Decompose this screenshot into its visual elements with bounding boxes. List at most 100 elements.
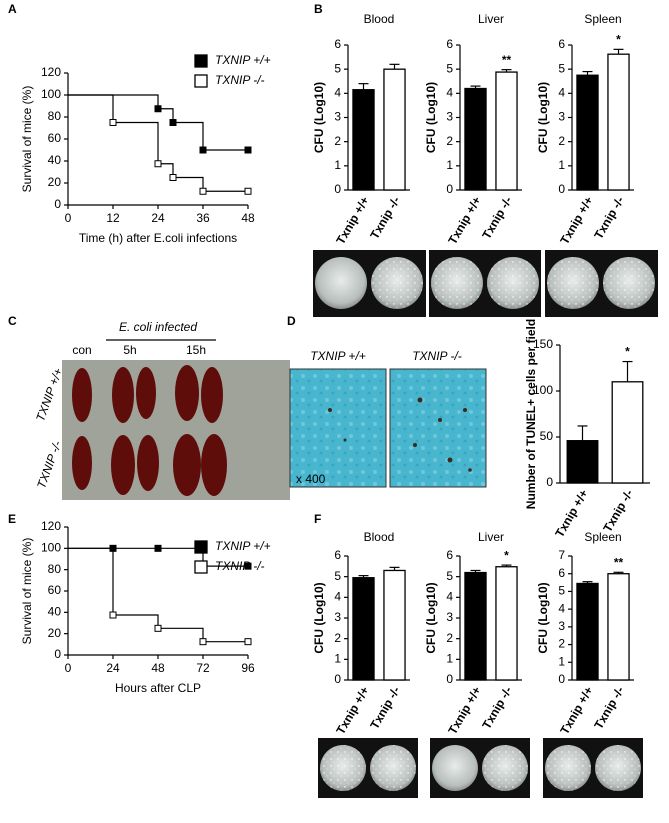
plates-b — [313, 250, 658, 317]
y-tick-label: 7 — [558, 548, 565, 562]
x-tick-label: 12 — [106, 211, 120, 225]
x-tick-label: 48 — [151, 661, 165, 675]
y-axis-label: CFU (Log10) — [536, 82, 550, 153]
y-tick-label: 4 — [334, 86, 341, 100]
y-tick-label: 1 — [558, 158, 565, 172]
legend-swatch — [194, 540, 208, 554]
image-column: 15h — [186, 343, 206, 357]
y-axis-label: CFU (Log10) — [312, 582, 326, 653]
y-axis-label: CFU (Log10) — [424, 82, 438, 153]
y-axis-label: CFU (Log10) — [312, 82, 326, 153]
legend-label: TXNIP -/- — [215, 73, 265, 87]
y-tick-label: 5 — [558, 584, 565, 598]
survival-line — [68, 94, 248, 151]
x-tick-label: 72 — [196, 661, 210, 675]
y-tick-label: 6 — [334, 37, 341, 51]
x-tick-label: Txnip -/- — [591, 194, 626, 241]
significance: * — [625, 345, 630, 359]
marker — [199, 146, 207, 154]
bar — [566, 440, 599, 484]
legend-label: TXNIP -/- — [215, 559, 265, 573]
plates-f — [318, 738, 643, 798]
y-tick-label: 2 — [446, 134, 453, 148]
marker — [244, 638, 252, 646]
significance: ** — [614, 555, 624, 569]
x-tick-label: 0 — [65, 661, 72, 675]
y-tick-label: 3 — [446, 610, 453, 624]
image-column: TXNIP +/+ — [310, 349, 366, 363]
y-tick-label: 6 — [558, 566, 565, 580]
x-tick-label: 24 — [106, 661, 120, 675]
x-tick-label: Txnip +/+ — [333, 684, 371, 737]
marker — [244, 146, 252, 154]
y-tick-label: 3 — [334, 610, 341, 624]
marker — [154, 105, 162, 113]
legend-swatch — [194, 560, 208, 574]
y-tick-label: 2 — [334, 134, 341, 148]
bar — [576, 582, 599, 681]
y-tick-label: 6 — [334, 548, 341, 562]
y-tick-label: 20 — [48, 626, 62, 640]
panel-label: F — [314, 512, 321, 526]
marker — [109, 119, 117, 126]
y-tick-label: 40 — [48, 153, 62, 167]
micrographs: TXNIP +/+ TXNIP -/- x 400 — [289, 349, 487, 488]
marker — [154, 624, 162, 632]
y-tick-label: 6 — [446, 548, 453, 562]
y-tick-label: 120 — [41, 519, 61, 533]
y-tick-label: 3 — [558, 110, 565, 124]
bar — [352, 577, 375, 681]
marker — [109, 611, 117, 619]
y-tick-label: 50 — [540, 429, 554, 443]
y-axis-label: Survival of mice (%) — [20, 538, 34, 645]
significance: * — [504, 548, 509, 562]
significance: * — [616, 33, 621, 47]
y-tick-label: 0 — [558, 182, 565, 196]
y-tick-label: 4 — [446, 590, 453, 604]
y-tick-label: 2 — [558, 637, 565, 651]
y-tick-label: 6 — [446, 37, 453, 51]
y-tick-label: 2 — [446, 631, 453, 645]
marker — [244, 562, 252, 570]
y-tick-label: 100 — [41, 541, 61, 555]
y-tick-label: 5 — [446, 61, 453, 75]
marker — [154, 160, 162, 168]
bar — [607, 53, 630, 191]
marker — [169, 174, 177, 181]
bar — [576, 74, 599, 191]
y-axis-label: Number of TUNEL+ cells per field — [524, 319, 538, 509]
x-tick-label: Txnip +/+ — [445, 684, 483, 737]
x-tick-label: 48 — [241, 211, 255, 225]
x-tick-label: Txnip +/+ — [557, 684, 595, 737]
y-tick-label: 1 — [446, 158, 453, 172]
magnification: x 400 — [296, 472, 326, 486]
y-tick-label: 5 — [558, 61, 565, 75]
bar — [607, 573, 630, 681]
marker — [169, 119, 177, 126]
panel-label: A — [8, 2, 17, 16]
y-tick-label: 0 — [54, 197, 61, 211]
legend-swatch — [194, 74, 208, 88]
x-tick-label: Txnip +/+ — [557, 194, 595, 247]
y-tick-label: 2 — [334, 631, 341, 645]
legend-swatch — [194, 54, 208, 68]
x-tick-label: 36 — [196, 211, 210, 225]
y-tick-label: 3 — [558, 619, 565, 633]
bar — [383, 68, 406, 191]
y-tick-label: 5 — [334, 569, 341, 583]
y-axis-label: Survival of mice (%) — [20, 86, 34, 193]
bar — [464, 87, 487, 191]
legend-label: TXNIP +/+ — [215, 539, 271, 553]
y-tick-label: 60 — [48, 583, 62, 597]
legend-label: TXNIP +/+ — [215, 53, 271, 67]
y-tick-label: 1 — [334, 158, 341, 172]
y-tick-label: 150 — [533, 337, 553, 351]
x-tick-label: 24 — [151, 211, 165, 225]
chart-title: Liver — [478, 12, 504, 26]
y-tick-label: 0 — [546, 475, 553, 489]
image-column: TXNIP -/- — [412, 349, 462, 363]
y-tick-label: 0 — [54, 647, 61, 661]
chart-title: Spleen — [584, 12, 621, 26]
significance: ** — [502, 53, 512, 67]
y-tick-label: 120 — [41, 65, 61, 79]
